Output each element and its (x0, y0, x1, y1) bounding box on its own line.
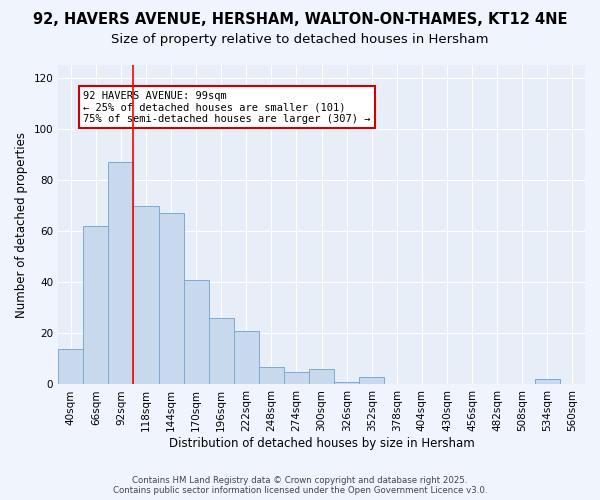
Bar (234, 331, 259, 384)
Text: Size of property relative to detached houses in Hersham: Size of property relative to detached ho… (111, 32, 489, 46)
Bar (535, 380, 560, 384)
Bar (184, 280, 209, 384)
Bar (158, 213, 184, 384)
Bar (58, 348, 83, 384)
Bar (284, 372, 309, 384)
Text: Contains HM Land Registry data © Crown copyright and database right 2025.
Contai: Contains HM Land Registry data © Crown c… (113, 476, 487, 495)
Bar (334, 382, 359, 384)
Bar (359, 377, 385, 384)
Bar (259, 366, 284, 384)
Y-axis label: Number of detached properties: Number of detached properties (15, 132, 28, 318)
Bar (133, 206, 158, 384)
X-axis label: Distribution of detached houses by size in Hersham: Distribution of detached houses by size … (169, 437, 475, 450)
Text: 92, HAVERS AVENUE, HERSHAM, WALTON-ON-THAMES, KT12 4NE: 92, HAVERS AVENUE, HERSHAM, WALTON-ON-TH… (33, 12, 567, 28)
Bar (309, 369, 334, 384)
Bar (209, 318, 234, 384)
Text: 92 HAVERS AVENUE: 99sqm
← 25% of detached houses are smaller (101)
75% of semi-d: 92 HAVERS AVENUE: 99sqm ← 25% of detache… (83, 90, 371, 124)
Bar (109, 162, 133, 384)
Bar (83, 226, 109, 384)
